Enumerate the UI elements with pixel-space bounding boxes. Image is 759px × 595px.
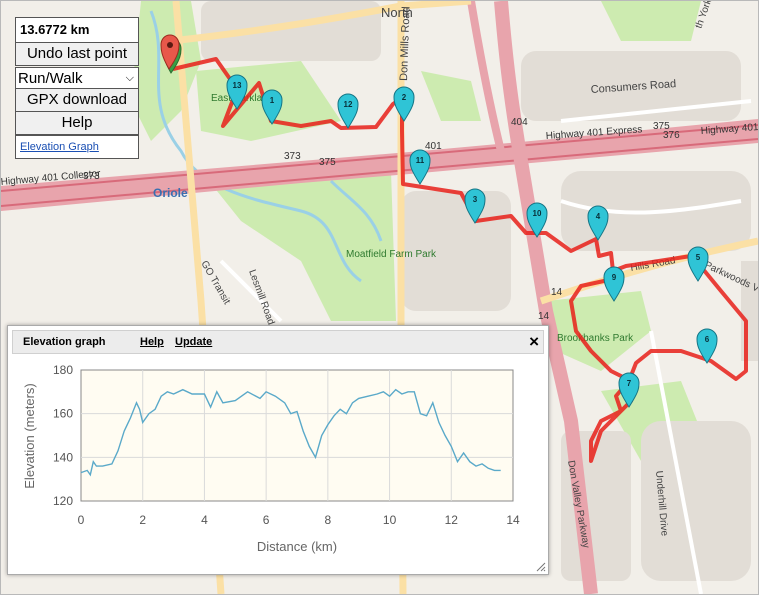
gpx-download-button[interactable]: GPX download bbox=[15, 88, 139, 112]
highway-404 bbox=[467, 1, 598, 594]
x-tick-label: 8 bbox=[325, 513, 332, 527]
map-pin-icon bbox=[337, 93, 359, 129]
y-tick-label: 120 bbox=[53, 494, 73, 508]
waypoint-label: 13 bbox=[233, 81, 242, 90]
waypoint-marker-6[interactable]: 6 bbox=[696, 328, 718, 364]
help-button[interactable]: Help bbox=[15, 111, 139, 135]
undo-last-point-button[interactable]: Undo last point bbox=[15, 42, 139, 66]
gridlines bbox=[81, 370, 513, 501]
map-pin-icon bbox=[687, 246, 709, 282]
waypoint-marker-10[interactable]: 10 bbox=[526, 202, 548, 238]
waypoint-marker-3[interactable]: 3 bbox=[464, 188, 486, 224]
map-pin-icon bbox=[603, 266, 625, 302]
minor-roads bbox=[219, 99, 752, 594]
elevation-line bbox=[80, 388, 501, 477]
map-pin-icon bbox=[409, 149, 431, 185]
route-line bbox=[172, 57, 748, 463]
label-brookbanks-park: Brookbanks Park bbox=[557, 333, 634, 344]
label-14a: 14 bbox=[538, 311, 550, 322]
x-tick-labels: 0 2 4 6 8 10 12 14 bbox=[78, 513, 520, 527]
waypoint-label: 4 bbox=[596, 212, 601, 221]
elevation-graph-link[interactable]: Elevation Graph bbox=[20, 141, 99, 153]
map-pin-icon bbox=[226, 74, 248, 110]
waypoint-marker-9[interactable]: 9 bbox=[603, 266, 625, 302]
waypoint-marker-2[interactable]: 2 bbox=[393, 86, 415, 122]
label-highway-401-co: Highway 401 Co bbox=[700, 121, 758, 137]
waypoint-marker-5[interactable]: 5 bbox=[687, 246, 709, 282]
x-tick-label: 10 bbox=[383, 513, 397, 527]
x-tick-label: 12 bbox=[445, 513, 459, 527]
label-don-mills-road: Don Mills Road bbox=[398, 6, 413, 81]
distance-readout: 13.6772 km bbox=[15, 17, 139, 43]
waypoint-markers: 13 1 12 2 11 3 10 4 9 5 6 7 bbox=[226, 74, 718, 408]
x-tick-label: 2 bbox=[139, 513, 146, 527]
waypoint-marker-4[interactable]: 4 bbox=[587, 205, 609, 241]
waypoint-label: 6 bbox=[705, 335, 710, 344]
x-tick-label: 6 bbox=[263, 513, 270, 527]
label-373b: 373 bbox=[83, 171, 100, 182]
map-pin-icon bbox=[587, 205, 609, 241]
map-pin-icon bbox=[464, 188, 486, 224]
waypoint-marker-13[interactable]: 13 bbox=[226, 74, 248, 110]
label-375a: 375 bbox=[319, 157, 336, 168]
label-consumers-road: Consumers Road bbox=[590, 78, 676, 96]
waypoint-marker-7[interactable]: 7 bbox=[618, 372, 640, 408]
label-oriole: Oriole bbox=[153, 186, 188, 200]
label-404: 404 bbox=[511, 117, 528, 128]
waypoint-label: 11 bbox=[416, 156, 425, 165]
plot-area bbox=[80, 369, 514, 502]
y-tick-labels: 120 140 160 180 bbox=[53, 363, 73, 508]
elevation-dialog-title: Elevation graph bbox=[23, 336, 106, 348]
resize-grip-icon[interactable] bbox=[534, 560, 546, 572]
waypoint-marker-1[interactable]: 1 bbox=[261, 89, 283, 125]
elevation-update-link[interactable]: Update bbox=[175, 336, 213, 348]
waypoint-label: 1 bbox=[270, 96, 275, 105]
label-375b: 375 bbox=[653, 121, 670, 132]
label-401: 401 bbox=[425, 141, 442, 152]
y-tick-label: 180 bbox=[53, 363, 73, 377]
label-north: North bbox=[381, 5, 413, 20]
close-icon[interactable]: × bbox=[529, 332, 539, 351]
elevation-dialog-header[interactable]: Elevation graph Help Update × bbox=[12, 330, 544, 354]
waypoint-label: 9 bbox=[612, 273, 617, 282]
map-pin-icon bbox=[618, 372, 640, 408]
y-axis-label: Elevation (meters) bbox=[22, 383, 37, 488]
x-axis-label: Distance (km) bbox=[257, 539, 337, 554]
waypoint-marker-12[interactable]: 12 bbox=[337, 93, 359, 129]
waypoint-label: 10 bbox=[533, 209, 542, 218]
waypoint-label: 7 bbox=[627, 379, 632, 388]
elevation-graph-link-box: Elevation Graph bbox=[15, 135, 139, 159]
waypoint-label: 12 bbox=[344, 100, 353, 109]
mode-select[interactable]: Run/Walk ⌵ bbox=[15, 67, 139, 89]
x-tick-label: 4 bbox=[201, 513, 208, 527]
waypoint-label: 3 bbox=[473, 195, 478, 204]
label-14b: 14 bbox=[551, 287, 563, 298]
mode-select-value: Run/Walk bbox=[18, 69, 83, 87]
y-tick-label: 140 bbox=[53, 450, 73, 464]
label-373a: 373 bbox=[284, 151, 301, 162]
waypoint-label: 2 bbox=[402, 93, 407, 102]
route-controls: 13.6772 km Undo last point Run/Walk ⌵ GP… bbox=[15, 17, 139, 159]
x-tick-label: 0 bbox=[78, 513, 85, 527]
y-tick-label: 160 bbox=[53, 407, 73, 421]
label-376: 376 bbox=[663, 130, 680, 141]
elevation-chart: 120 140 160 180 0 2 4 6 8 10 12 14 Distance (km) E… bbox=[22, 363, 520, 554]
elevation-help-link[interactable]: Help bbox=[140, 336, 164, 348]
waypoint-marker-11[interactable]: 11 bbox=[409, 149, 431, 185]
chevron-down-icon: ⌵ bbox=[125, 71, 134, 84]
elevation-dialog: Elevation graph Help Update × 120 140 160 1… bbox=[7, 325, 549, 575]
label-moatfield-park: Moatfield Farm Park bbox=[346, 249, 437, 260]
map-pin-icon bbox=[526, 202, 548, 238]
waypoint-label: 5 bbox=[696, 253, 701, 262]
map-pin-icon bbox=[393, 86, 415, 122]
map-pin-icon bbox=[696, 328, 718, 364]
start-pin-icon[interactable] bbox=[160, 34, 182, 74]
x-tick-label: 14 bbox=[506, 513, 520, 527]
map-pin-icon bbox=[261, 89, 283, 125]
